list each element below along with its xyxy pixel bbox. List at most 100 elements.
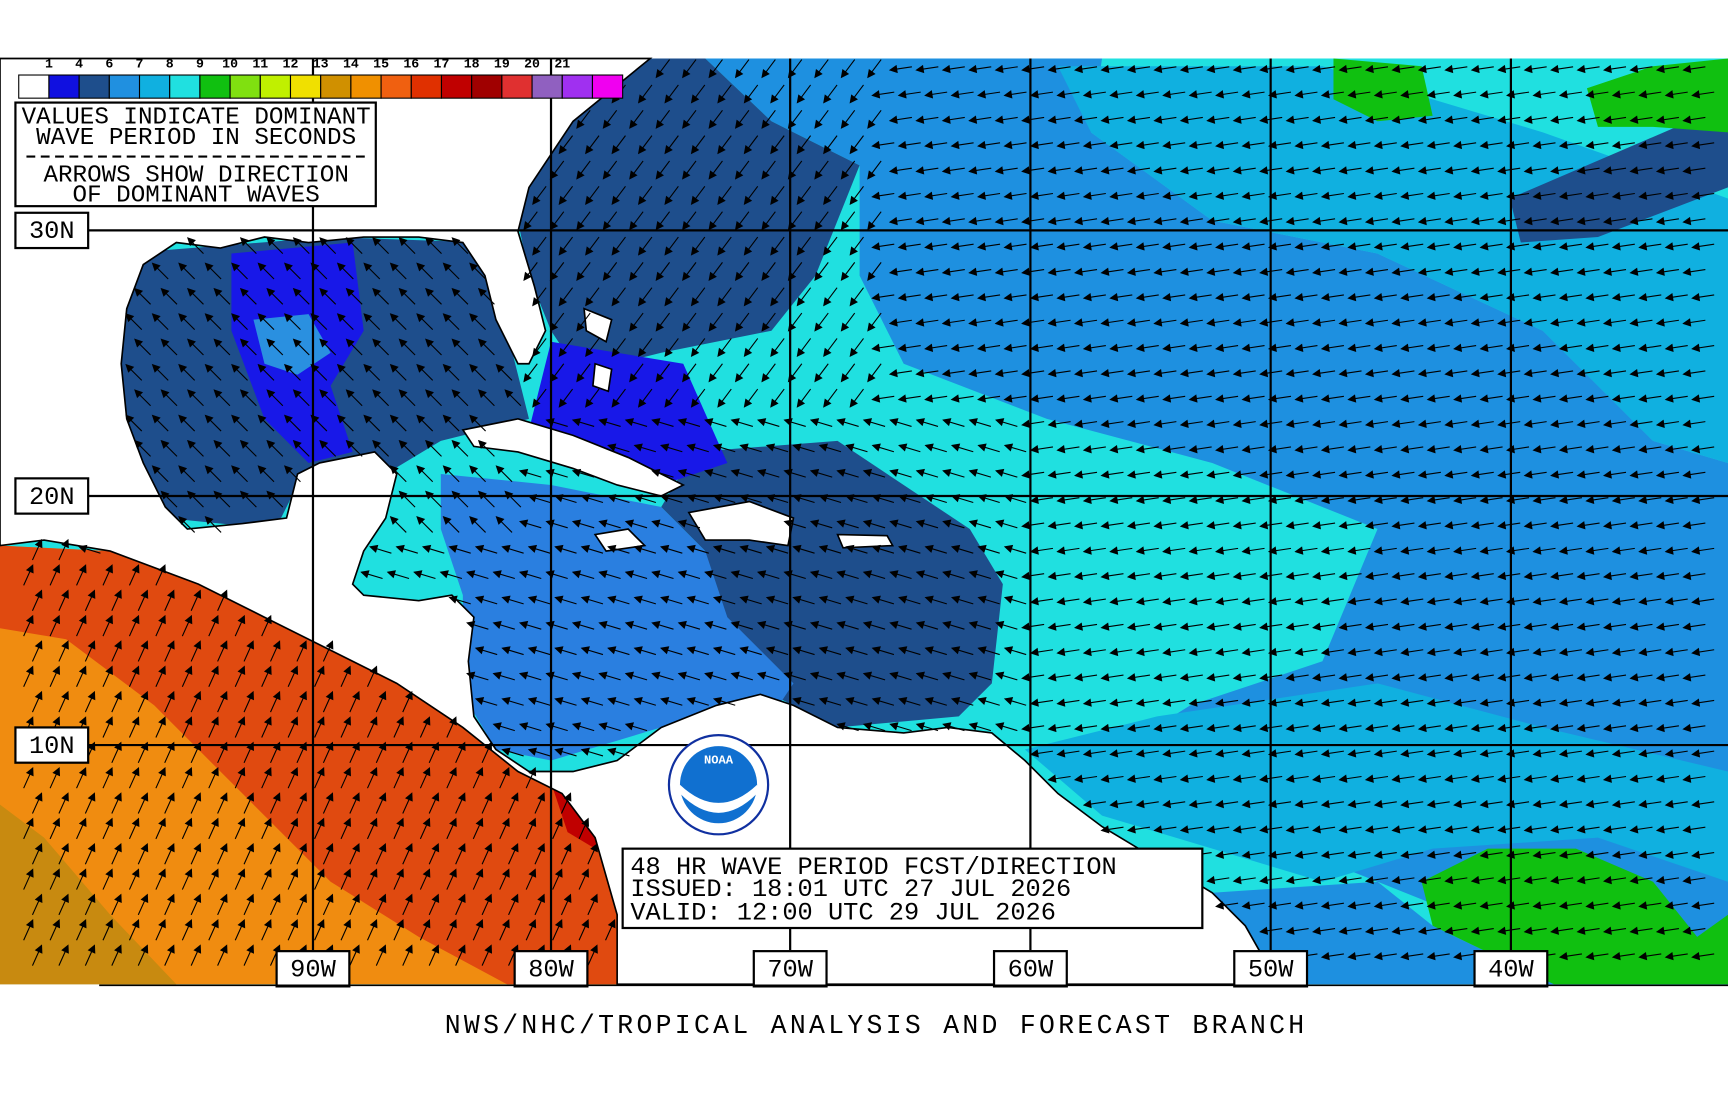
wave-arrow (1021, 419, 1045, 428)
wave-arrow (1179, 521, 1203, 530)
wave-arrow (1682, 216, 1706, 226)
legend-swatch (138, 74, 171, 99)
wave-arrow (1153, 470, 1177, 479)
wave-arrow (1655, 673, 1679, 682)
wave-arrow (1232, 673, 1256, 682)
wave-arrow (682, 312, 697, 332)
wave-arrow (633, 443, 657, 453)
wave-arrow (1126, 419, 1151, 428)
wave-arrow (1109, 445, 1133, 454)
wave-arrow (1629, 166, 1653, 175)
wave-arrow (607, 544, 630, 554)
wave-arrow (1426, 242, 1450, 251)
wave-arrow (1391, 673, 1415, 682)
label-frame (1473, 950, 1549, 988)
wave-arrow (1082, 191, 1106, 200)
wave-arrow (1638, 292, 1662, 302)
wave-arrow (898, 595, 921, 605)
wave-arrow (1453, 445, 1477, 454)
wave-arrow (1453, 495, 1477, 505)
wave-arrow (1206, 267, 1230, 276)
latitude-label: 20N (29, 483, 75, 512)
wave-arrow (345, 237, 363, 255)
wave-arrow (1364, 571, 1389, 581)
wave-arrow (690, 287, 706, 307)
legend-label: 21 (554, 57, 570, 72)
wave-arrow (1417, 216, 1441, 226)
wave-arrow (924, 443, 947, 453)
wave-arrow (508, 893, 519, 916)
wave-arrow (730, 418, 754, 427)
wave-arrow (451, 287, 469, 305)
wave-arrow (349, 792, 360, 814)
wave-arrow (651, 418, 674, 427)
wave-arrow (477, 439, 495, 457)
wave-arrow (1603, 571, 1627, 581)
wave-arrow (950, 292, 974, 302)
wave-arrow (292, 389, 310, 407)
legend-label: 1 (45, 57, 53, 72)
wave-arrow (1338, 774, 1362, 783)
wave-arrow (164, 893, 175, 916)
wave-arrow (796, 185, 812, 205)
wave-arrow (1188, 242, 1212, 251)
legend-label: 20 (524, 57, 540, 72)
wave-arrow (23, 665, 34, 688)
wave-arrow (234, 665, 246, 688)
wave-arrow (552, 868, 563, 890)
wave-arrow (525, 766, 537, 789)
wave-arrow (1347, 242, 1371, 251)
wave-arrow (393, 716, 404, 738)
wave-arrow (1320, 140, 1344, 150)
wave-arrow (677, 468, 701, 478)
wave-arrow (1373, 546, 1397, 555)
wave-arrow (1479, 343, 1503, 352)
wave-arrow (950, 443, 974, 453)
wave-arrow (1532, 394, 1556, 403)
wave-arrow (1629, 318, 1653, 327)
wave-arrow (128, 868, 140, 890)
wave-arrow (1347, 90, 1371, 99)
wave-arrow (1074, 115, 1098, 124)
wave-arrow (862, 418, 886, 427)
wave-arrow (208, 766, 219, 789)
wave-arrow (950, 696, 974, 706)
wave-arrow (761, 363, 776, 383)
wave-arrow (1453, 242, 1477, 251)
wave-arrow (1691, 394, 1715, 403)
wave-arrow (1550, 419, 1574, 428)
wave-arrow (578, 919, 590, 941)
wave-arrow (292, 237, 310, 255)
wave-arrow (419, 817, 431, 840)
wave-arrow (1664, 951, 1688, 961)
wave-arrow (629, 363, 644, 383)
wave-arrow (871, 191, 895, 200)
wave-arrow (1664, 799, 1688, 809)
wave-arrow (1162, 495, 1186, 505)
wave-arrow (1215, 647, 1239, 657)
wave-arrow (1391, 115, 1415, 124)
wave-arrow (1364, 115, 1389, 124)
wave-arrow (1682, 267, 1706, 276)
wave-arrow (585, 135, 600, 155)
wave-arrow (296, 640, 307, 662)
wave-arrow (1532, 647, 1556, 657)
wave-arrow (1153, 622, 1177, 631)
wave-arrow (867, 59, 882, 79)
wave-arrow (402, 690, 413, 713)
wave-arrow (968, 318, 992, 327)
wave-arrow (402, 792, 413, 814)
wave-arrow (915, 722, 939, 732)
wave-arrow (1153, 774, 1177, 783)
legend-swatch (410, 74, 443, 99)
wave-arrow (49, 919, 61, 941)
wave-arrow (1691, 292, 1715, 302)
wave-arrow (1611, 394, 1635, 403)
wave-arrow (314, 919, 325, 941)
wave-arrow (554, 544, 577, 554)
wave-arrow (1347, 191, 1371, 200)
wave-arrow (1285, 521, 1309, 530)
wave-arrow (941, 368, 965, 378)
wave-arrow (1074, 166, 1098, 175)
wave-arrow (243, 792, 254, 814)
